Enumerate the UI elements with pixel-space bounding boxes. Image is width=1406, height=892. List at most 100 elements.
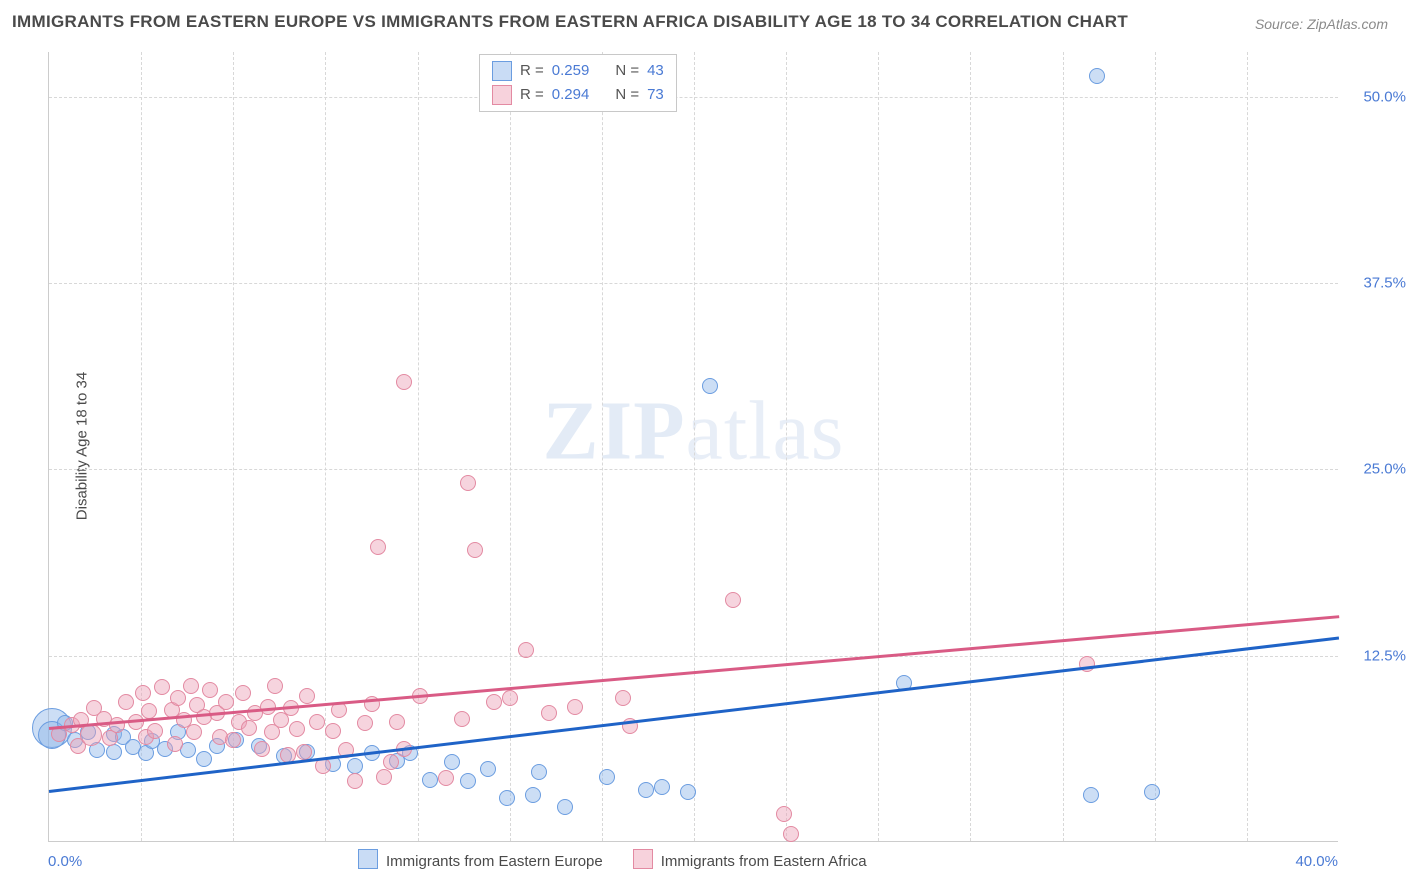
data-point-africa <box>325 723 341 739</box>
data-point-europe <box>196 751 212 767</box>
data-point-europe <box>444 754 460 770</box>
legend-r-value: 0.294 <box>552 83 590 107</box>
legend-swatch <box>633 849 653 869</box>
chart-title: IMMIGRANTS FROM EASTERN EUROPE VS IMMIGR… <box>12 12 1128 32</box>
x-tick-label: 40.0% <box>1295 853 1338 870</box>
data-point-europe <box>702 378 718 394</box>
data-point-africa <box>154 679 170 695</box>
y-tick-label: 50.0% <box>1346 88 1406 105</box>
data-point-africa <box>454 711 470 727</box>
data-point-africa <box>309 714 325 730</box>
data-point-africa <box>183 678 199 694</box>
data-point-africa <box>370 539 386 555</box>
data-point-africa <box>460 475 476 491</box>
data-point-europe <box>460 773 476 789</box>
data-point-europe <box>525 787 541 803</box>
legend-series-item: Immigrants from Eastern Europe <box>358 849 603 870</box>
data-point-africa <box>438 770 454 786</box>
data-point-africa <box>396 374 412 390</box>
data-point-europe <box>557 799 573 815</box>
data-point-africa <box>486 694 502 710</box>
data-point-africa <box>567 699 583 715</box>
data-point-africa <box>147 723 163 739</box>
data-point-africa <box>225 732 241 748</box>
data-point-africa <box>118 694 134 710</box>
y-tick-label: 25.0% <box>1346 461 1406 478</box>
data-point-europe <box>499 790 515 806</box>
data-point-europe <box>531 764 547 780</box>
data-point-europe <box>480 761 496 777</box>
data-point-africa <box>541 705 557 721</box>
data-point-africa <box>725 592 741 608</box>
legend-n-label: N = <box>615 83 639 107</box>
data-point-europe <box>638 782 654 798</box>
data-point-africa <box>357 715 373 731</box>
data-point-europe <box>1083 787 1099 803</box>
data-point-africa <box>299 688 315 704</box>
data-point-africa <box>135 685 151 701</box>
data-point-africa <box>109 717 125 733</box>
x-tick-label: 0.0% <box>48 853 82 870</box>
grid-vertical <box>1155 52 1156 841</box>
data-point-africa <box>170 690 186 706</box>
data-point-africa <box>167 736 183 752</box>
grid-vertical <box>418 52 419 841</box>
data-point-africa <box>389 714 405 730</box>
data-point-africa <box>235 685 251 701</box>
legend-correlation-row: R = 0.259 N = 43 <box>492 59 664 83</box>
data-point-europe <box>1144 784 1160 800</box>
data-point-africa <box>776 806 792 822</box>
data-point-africa <box>315 758 331 774</box>
plot-area: ZIPatlas 12.5%25.0%37.5%50.0% R =0.259N … <box>48 52 1338 842</box>
legend-n-value: 73 <box>647 83 664 107</box>
legend-r-label: R = <box>520 59 544 83</box>
data-point-africa <box>80 724 102 746</box>
legend-series: Immigrants from Eastern Europe Immigrants… <box>358 849 867 870</box>
legend-series-label: Immigrants from Eastern Africa <box>661 853 867 870</box>
legend-swatch <box>492 85 512 105</box>
data-point-africa <box>296 744 312 760</box>
grid-vertical <box>786 52 787 841</box>
data-point-africa <box>289 721 305 737</box>
legend-swatch <box>492 61 512 81</box>
grid-vertical <box>970 52 971 841</box>
data-point-africa <box>347 773 363 789</box>
legend-series-label: Immigrants from Eastern Europe <box>386 853 603 870</box>
data-point-europe <box>347 758 363 774</box>
grid-vertical <box>1247 52 1248 841</box>
data-point-africa <box>254 741 270 757</box>
data-point-africa <box>467 542 483 558</box>
data-point-africa <box>186 724 202 740</box>
legend-r-label: R = <box>520 83 544 107</box>
data-point-africa <box>376 769 392 785</box>
legend-n-label: N = <box>615 59 639 83</box>
data-point-europe <box>680 784 696 800</box>
legend-correlation-row: R = 0.294 N = 73 <box>492 83 664 107</box>
grid-vertical <box>694 52 695 841</box>
y-tick-label: 37.5% <box>1346 275 1406 292</box>
legend-swatch <box>358 849 378 869</box>
data-point-africa <box>383 754 399 770</box>
data-point-africa <box>783 826 799 842</box>
data-point-africa <box>241 720 257 736</box>
data-point-europe <box>1089 68 1105 84</box>
data-point-africa <box>615 690 631 706</box>
data-point-africa <box>518 642 534 658</box>
legend-correlation-box: R = 0.259 N = 43 R = 0.294 N = 73 <box>479 54 677 112</box>
data-point-europe <box>422 772 438 788</box>
data-point-europe <box>599 769 615 785</box>
data-point-africa <box>202 682 218 698</box>
data-point-europe <box>654 779 670 795</box>
chart-plot: ZIPatlas 12.5%25.0%37.5%50.0% R =0.259N … <box>48 52 1338 842</box>
grid-vertical <box>878 52 879 841</box>
data-point-africa <box>502 690 518 706</box>
data-point-africa <box>218 694 234 710</box>
chart-source: Source: ZipAtlas.com <box>1255 16 1388 32</box>
legend-n-value: 43 <box>647 59 664 83</box>
data-point-africa <box>267 678 283 694</box>
grid-vertical <box>1063 52 1064 841</box>
legend-r-value: 0.259 <box>552 59 590 83</box>
grid-vertical <box>510 52 511 841</box>
y-tick-label: 12.5% <box>1346 647 1406 664</box>
grid-vertical <box>602 52 603 841</box>
